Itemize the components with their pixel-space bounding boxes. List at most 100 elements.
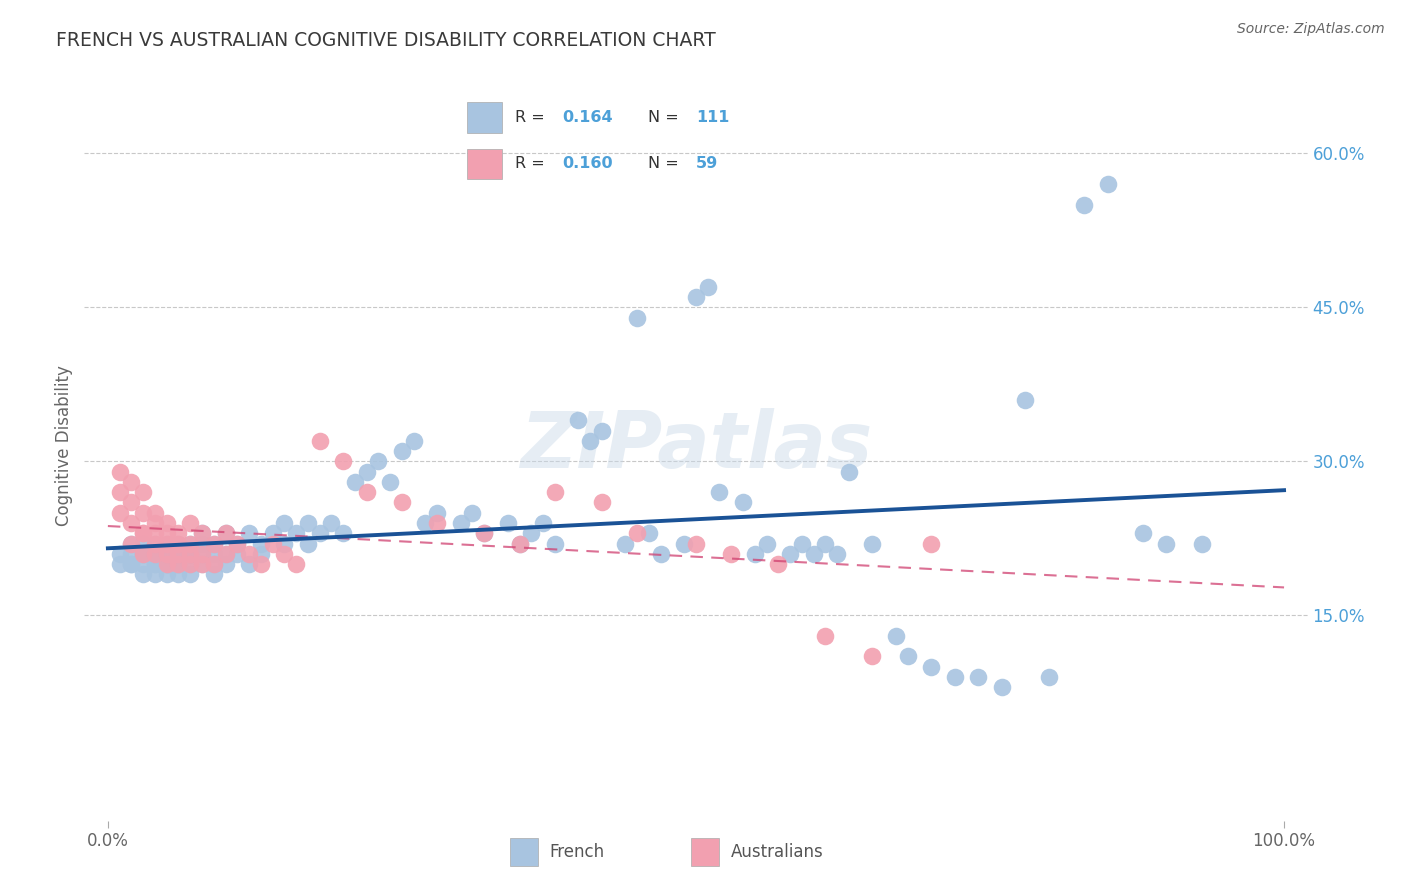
Point	[450, 516, 472, 530]
Point	[143, 526, 166, 541]
Point	[262, 526, 284, 541]
Point	[132, 547, 155, 561]
Point	[1014, 392, 1036, 407]
Point	[179, 536, 201, 550]
Point	[860, 649, 883, 664]
Point	[202, 536, 225, 550]
Point	[1073, 198, 1095, 212]
Point	[132, 557, 155, 571]
Point	[156, 536, 179, 550]
Point	[214, 547, 236, 561]
Point	[120, 516, 142, 530]
Point	[391, 444, 413, 458]
Point	[120, 536, 142, 550]
Point	[1191, 536, 1213, 550]
Y-axis label: Cognitive Disability: Cognitive Disability	[55, 366, 73, 526]
Point	[179, 536, 201, 550]
Point	[1097, 178, 1119, 192]
Point	[120, 495, 142, 509]
Point	[415, 516, 437, 530]
Point	[472, 526, 495, 541]
Point	[297, 516, 319, 530]
Point	[238, 526, 260, 541]
Point	[202, 547, 225, 561]
Point	[156, 557, 179, 571]
Point	[273, 547, 295, 561]
Point	[273, 536, 295, 550]
Point	[803, 547, 825, 561]
Point	[520, 526, 543, 541]
Point	[685, 290, 707, 304]
Text: French: French	[550, 843, 605, 862]
Point	[156, 557, 179, 571]
Point	[943, 670, 966, 684]
Point	[356, 485, 378, 500]
Point	[132, 506, 155, 520]
Point	[132, 547, 155, 561]
Point	[143, 547, 166, 561]
Point	[108, 506, 131, 520]
Text: ZIPatlas: ZIPatlas	[520, 408, 872, 484]
Point	[108, 485, 131, 500]
Point	[156, 536, 179, 550]
Text: Source: ZipAtlas.com: Source: ZipAtlas.com	[1237, 22, 1385, 37]
Point	[156, 516, 179, 530]
Point	[214, 547, 236, 561]
Point	[308, 434, 330, 448]
Point	[591, 424, 613, 438]
Point	[626, 526, 648, 541]
Point	[167, 536, 190, 550]
Point	[120, 557, 142, 571]
Point	[709, 485, 731, 500]
Point	[1038, 670, 1060, 684]
Point	[226, 547, 249, 561]
Point	[567, 413, 589, 427]
Point	[731, 495, 754, 509]
Point	[1132, 526, 1154, 541]
Point	[120, 547, 142, 561]
Point	[897, 649, 920, 664]
Point	[920, 659, 942, 673]
Point	[238, 547, 260, 561]
Point	[120, 557, 142, 571]
Point	[461, 506, 484, 520]
Point	[214, 557, 236, 571]
Point	[285, 557, 308, 571]
Point	[356, 465, 378, 479]
Point	[426, 516, 449, 530]
Point	[167, 547, 190, 561]
Point	[143, 536, 166, 550]
Point	[884, 629, 907, 643]
Point	[156, 526, 179, 541]
Point	[591, 495, 613, 509]
FancyBboxPatch shape	[692, 838, 718, 866]
Point	[860, 536, 883, 550]
Text: Australians: Australians	[731, 843, 824, 862]
Point	[191, 547, 214, 561]
Point	[179, 547, 201, 561]
Point	[380, 475, 402, 489]
Point	[156, 557, 179, 571]
Point	[650, 547, 672, 561]
Point	[191, 557, 214, 571]
Point	[108, 557, 131, 571]
Point	[814, 536, 837, 550]
Point	[838, 465, 860, 479]
Point	[685, 536, 707, 550]
Point	[156, 547, 179, 561]
Point	[143, 536, 166, 550]
Point	[143, 557, 166, 571]
Point	[579, 434, 602, 448]
Point	[496, 516, 519, 530]
Point	[191, 526, 214, 541]
Point	[367, 454, 389, 468]
Point	[143, 547, 166, 561]
Point	[156, 547, 179, 561]
Point	[226, 536, 249, 550]
Point	[179, 547, 201, 561]
Point	[920, 536, 942, 550]
Point	[167, 557, 190, 571]
Point	[262, 536, 284, 550]
Point	[744, 547, 766, 561]
Point	[132, 536, 155, 550]
